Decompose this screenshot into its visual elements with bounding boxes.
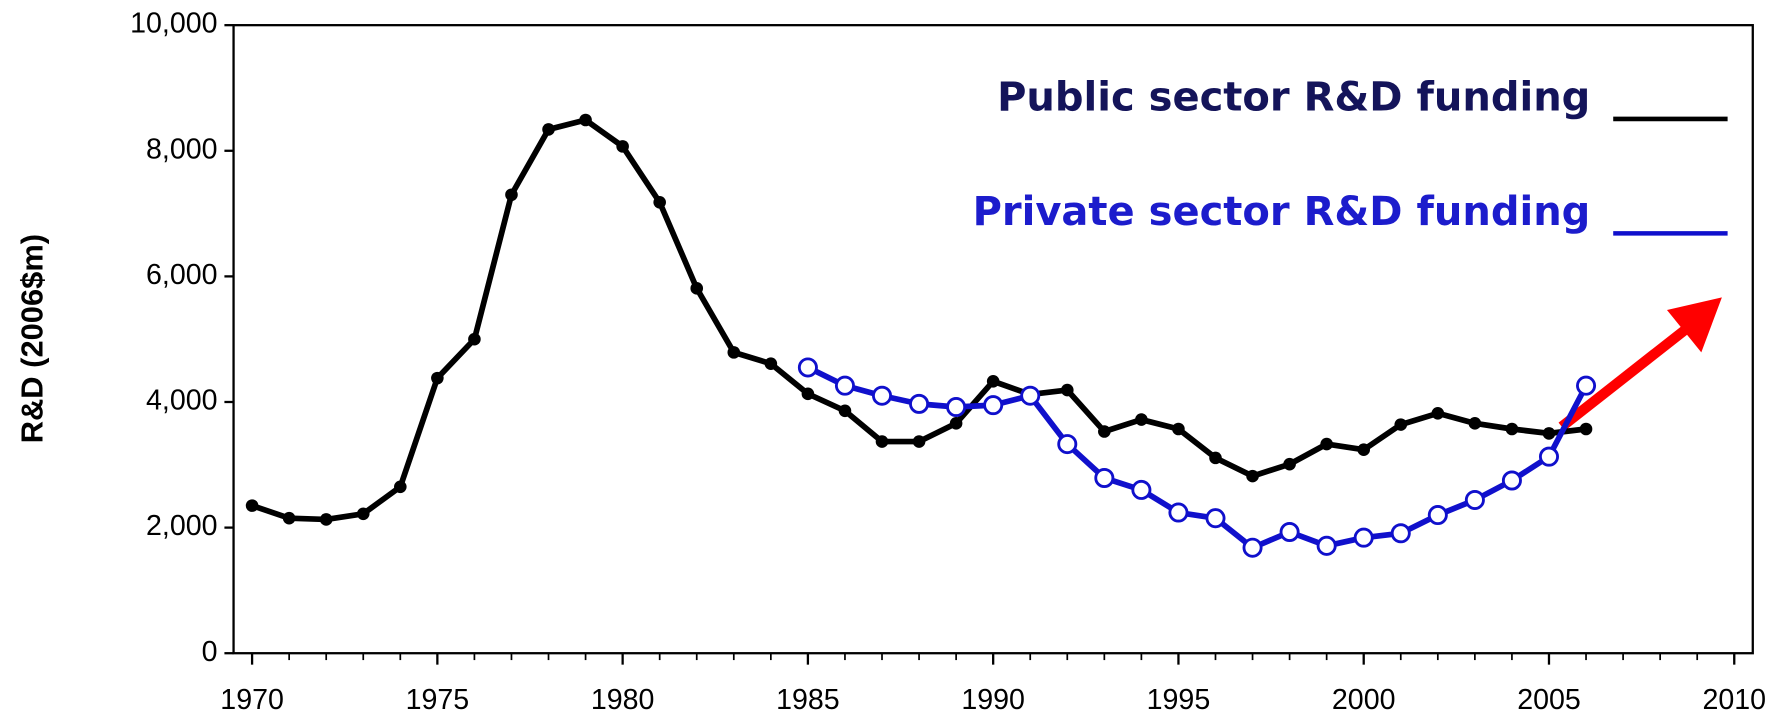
data-point	[875, 435, 889, 448]
data-point	[1501, 470, 1522, 491]
data-point	[1320, 437, 1333, 451]
data-point	[282, 511, 296, 525]
x-tick-label: 2000	[1332, 684, 1396, 716]
data-point	[1060, 383, 1074, 397]
data-point	[1505, 422, 1519, 436]
data-point	[1242, 537, 1263, 558]
data-point	[1427, 505, 1448, 526]
data-point	[912, 435, 926, 448]
data-point	[1135, 413, 1148, 426]
legend-label: Private sector R&D funding	[973, 189, 1591, 235]
data-point	[797, 357, 818, 378]
data-point	[468, 332, 481, 346]
data-point	[1020, 385, 1041, 406]
data-point	[801, 387, 815, 401]
data-point	[1168, 502, 1189, 523]
data-point	[986, 374, 1000, 388]
data-point	[1094, 467, 1115, 489]
trend-arrow	[1558, 297, 1722, 431]
data-point	[1468, 417, 1482, 430]
data-point	[871, 385, 893, 406]
data-point	[1098, 425, 1111, 438]
data-point	[394, 480, 407, 494]
arrow-head	[1666, 297, 1722, 353]
data-point	[1057, 434, 1078, 455]
y-tick-label: 0	[202, 636, 218, 668]
y-tick-label: 4,000	[146, 385, 218, 417]
data-point	[319, 513, 333, 526]
data-point	[1464, 489, 1485, 510]
data-point	[690, 282, 704, 295]
x-tick-label: 1970	[220, 684, 284, 716]
x-tick-label: 2010	[1702, 684, 1766, 716]
data-point	[909, 393, 930, 414]
data-point	[1390, 523, 1411, 544]
data-point	[542, 123, 555, 136]
data-point	[727, 346, 741, 359]
data-point	[1205, 508, 1226, 529]
data-point	[1542, 427, 1556, 440]
x-tick-label: 1975	[406, 684, 470, 716]
data-point	[764, 357, 778, 370]
series-line	[806, 364, 1589, 551]
data-point	[1394, 418, 1408, 431]
x-tick-label: 1995	[1147, 684, 1211, 716]
x-tick-label: 2005	[1517, 684, 1581, 716]
series-line	[251, 117, 1587, 523]
y-axis-label: R&D (2006$m)	[15, 234, 50, 443]
data-point	[949, 417, 963, 430]
data-point	[245, 499, 259, 512]
y-tick-label: 6,000	[146, 259, 218, 291]
data-point	[1576, 375, 1597, 396]
data-point	[1357, 443, 1371, 457]
arrow-shaft	[1558, 326, 1688, 431]
data-point	[1579, 422, 1593, 436]
data-point	[983, 395, 1004, 416]
data-point	[356, 507, 370, 521]
x-tick-label: 1980	[591, 684, 655, 716]
y-tick-label: 10,000	[130, 8, 217, 40]
y-tick-label: 8,000	[146, 133, 218, 165]
data-point	[1246, 469, 1259, 483]
data-point	[431, 371, 444, 385]
data-point	[946, 397, 967, 418]
x-tick-label: 1990	[961, 684, 1025, 716]
data-point	[1538, 446, 1559, 467]
data-point	[1172, 422, 1185, 436]
data-point	[1283, 457, 1296, 471]
x-tick-label: 1985	[776, 684, 840, 716]
data-point	[1316, 535, 1337, 556]
data-point	[616, 140, 629, 153]
data-point	[838, 404, 852, 418]
data-point	[1279, 521, 1300, 543]
data-point	[505, 188, 518, 202]
legend-label: Public sector R&D funding	[997, 75, 1590, 121]
y-tick-label: 2,000	[146, 510, 218, 542]
data-point	[1209, 451, 1222, 465]
data-point	[653, 195, 666, 209]
data-point	[1131, 479, 1152, 500]
data-point	[1353, 527, 1374, 548]
data-point	[579, 113, 592, 127]
data-point	[1431, 407, 1445, 420]
data-point	[834, 375, 855, 396]
